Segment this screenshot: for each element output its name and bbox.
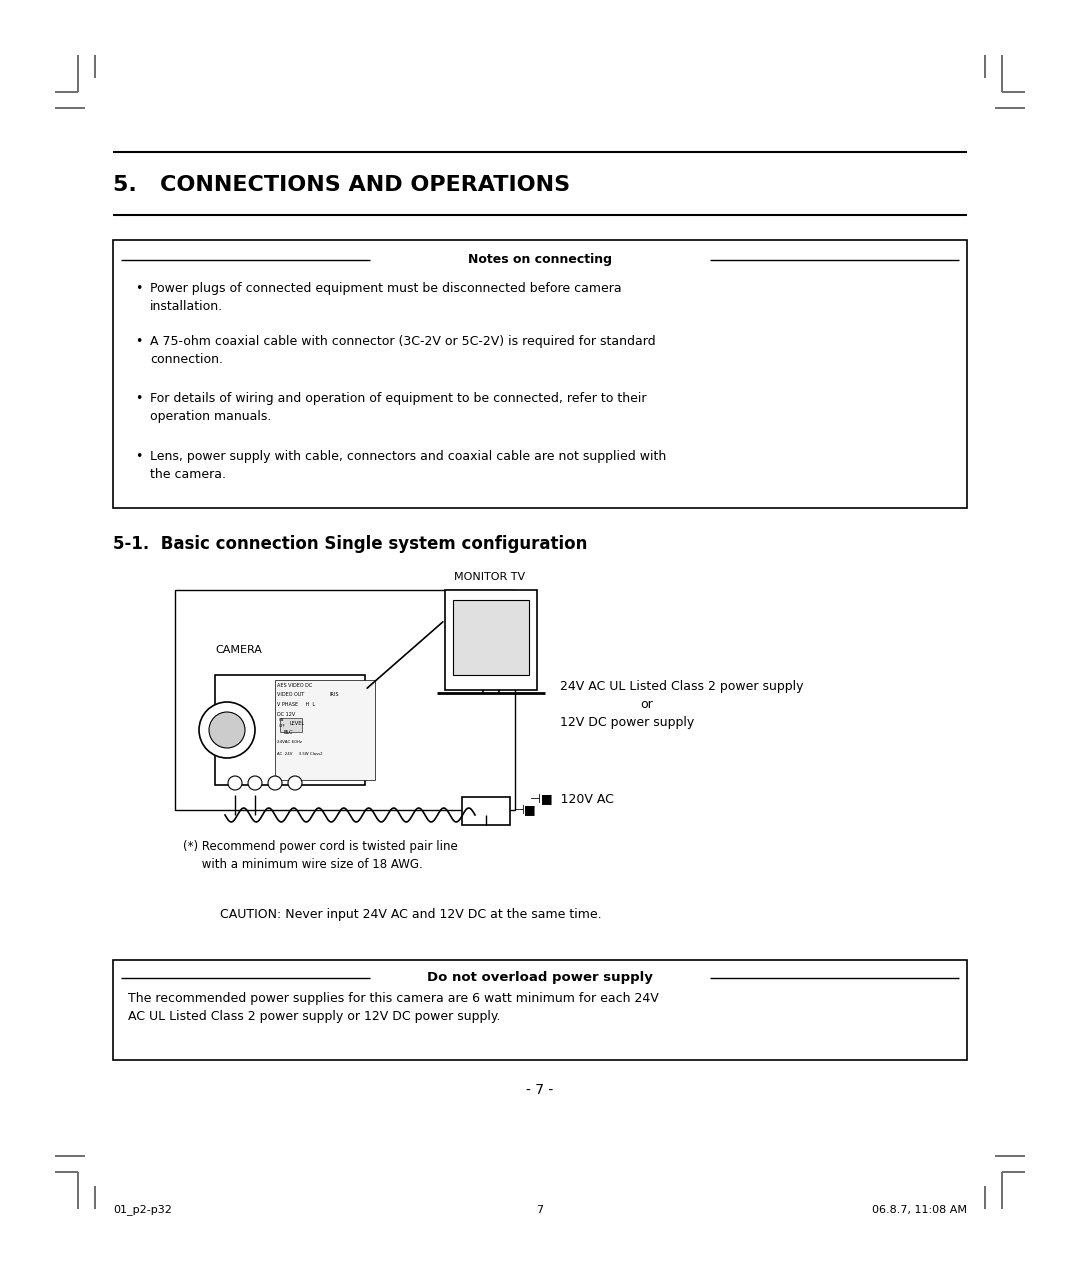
Text: ⊣■: ⊣■ [514, 804, 537, 818]
Text: MONITOR TV: MONITOR TV [455, 573, 526, 581]
Bar [280, 718, 302, 732]
Bar [275, 680, 375, 780]
Text: Power plugs of connected equipment must be disconnected before camera
installati: Power plugs of connected equipment must … [150, 282, 622, 313]
Text: VIDEO OUT: VIDEO OUT [276, 691, 305, 696]
Text: Lens, power supply with cable, connectors and coaxial cable are not supplied wit: Lens, power supply with cable, connector… [150, 450, 666, 482]
Circle shape [268, 776, 282, 790]
Bar [113, 240, 967, 508]
Text: Do not overload power supply: Do not overload power supply [427, 972, 653, 985]
Bar [462, 798, 510, 825]
Bar [175, 590, 515, 810]
Text: A 75-ohm coaxial cable with connector (3C-2V or 5C-2V) is required for standard
: A 75-ohm coaxial cable with connector (3… [150, 335, 656, 367]
Text: CAMERA: CAMERA [215, 645, 261, 655]
Text: 12V DC power supply: 12V DC power supply [561, 715, 694, 729]
Text: V PHASE     H  L: V PHASE H L [276, 702, 315, 707]
Text: The recommended power supplies for this camera are 6 watt minimum for each 24V
A: The recommended power supplies for this … [129, 992, 659, 1023]
Text: AC  24V     3.5W Class2: AC 24V 3.5W Class2 [276, 752, 323, 756]
Bar [453, 600, 529, 675]
Text: DC 12V: DC 12V [276, 712, 295, 717]
Text: •: • [135, 450, 143, 463]
Circle shape [228, 776, 242, 790]
Bar [113, 959, 967, 1060]
Text: with a minimum wire size of 18 AWG.: with a minimum wire size of 18 AWG. [183, 858, 422, 871]
Text: or: or [640, 698, 652, 710]
Text: IRIS: IRIS [330, 691, 339, 696]
Circle shape [288, 776, 302, 790]
Text: OFF: OFF [279, 724, 286, 728]
Text: Notes on connecting: Notes on connecting [468, 254, 612, 267]
Text: BLC: BLC [283, 731, 293, 734]
Circle shape [210, 712, 245, 748]
Text: •: • [135, 282, 143, 295]
Bar [215, 675, 365, 785]
Text: LEVEL: LEVEL [291, 720, 306, 726]
Text: ⊣■  120V AC: ⊣■ 120V AC [530, 794, 613, 806]
Text: AES VIDEO DC: AES VIDEO DC [276, 683, 312, 688]
Text: CAUTION: Never input 24V AC and 12V DC at the same time.: CAUTION: Never input 24V AC and 12V DC a… [220, 908, 602, 921]
Text: 7: 7 [537, 1205, 543, 1215]
Circle shape [248, 776, 262, 790]
Text: For details of wiring and operation of equipment to be connected, refer to their: For details of wiring and operation of e… [150, 392, 647, 423]
Text: 01_p2-p32: 01_p2-p32 [113, 1205, 172, 1216]
Text: 24VAC 60Hz: 24VAC 60Hz [276, 739, 302, 744]
Text: 06.8.7, 11:08 AM: 06.8.7, 11:08 AM [872, 1205, 967, 1215]
Text: - 7 -: - 7 - [526, 1083, 554, 1097]
Text: 24V AC UL Listed Class 2 power supply: 24V AC UL Listed Class 2 power supply [561, 680, 804, 693]
Bar [445, 590, 537, 690]
Text: •: • [135, 335, 143, 348]
Circle shape [199, 702, 255, 758]
Text: (*) Recommend power cord is twisted pair line: (*) Recommend power cord is twisted pair… [183, 841, 458, 853]
Text: 5.   CONNECTIONS AND OPERATIONS: 5. CONNECTIONS AND OPERATIONS [113, 174, 570, 195]
Text: •: • [135, 392, 143, 404]
Text: 5-1.  Basic connection Single system configuration: 5-1. Basic connection Single system conf… [113, 535, 588, 554]
Text: ON: ON [279, 718, 284, 722]
